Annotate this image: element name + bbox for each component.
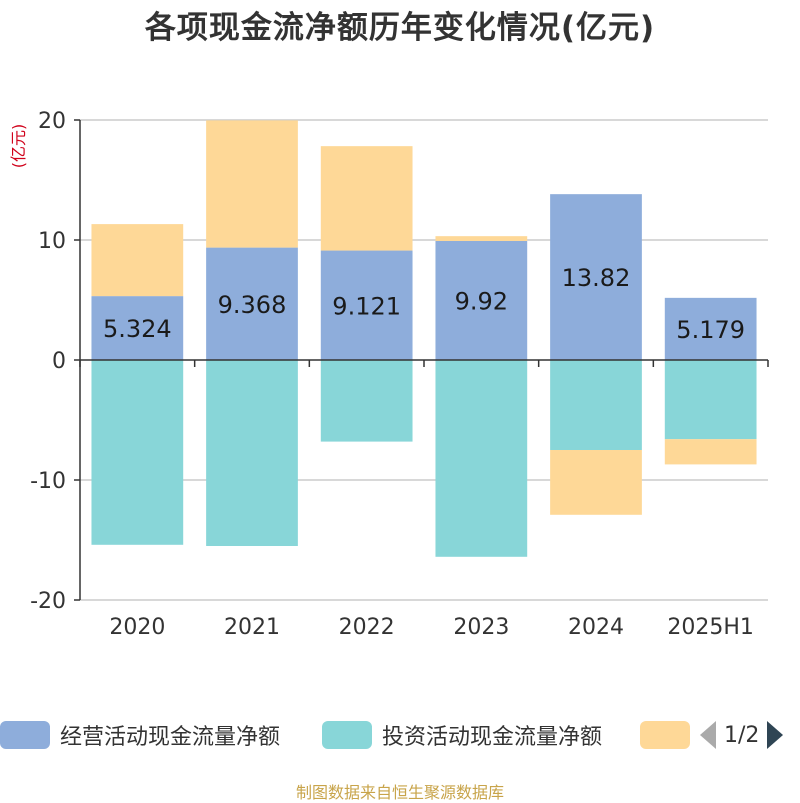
bars	[91, 120, 757, 557]
grid-lines	[80, 119, 768, 601]
x-tick-label-2023: 2023	[453, 615, 509, 640]
y-axis-label: (亿元)	[9, 124, 28, 169]
bar-series1-2021[interactable]	[206, 360, 298, 546]
bar-series2-2020[interactable]	[91, 224, 184, 297]
legend-item-investing[interactable]: 投资活动现金流量净额	[322, 718, 602, 752]
next-page-icon[interactable]	[767, 721, 784, 749]
bar-series2-2021[interactable]	[206, 120, 298, 248]
chart-title: 各项现金流净额历年变化情况(亿元)	[144, 10, 656, 46]
bar-series1-2025H1[interactable]	[664, 360, 757, 440]
bar-series1-2022[interactable]	[320, 360, 413, 442]
legend-page-indicator: 1/2	[724, 722, 760, 748]
legend-swatch-investing	[322, 721, 372, 749]
legend: 经营活动现金流量净额 投资活动现金流量净额	[0, 718, 800, 752]
bar-series0-2024[interactable]	[550, 194, 642, 360]
y-tick-label-1: -10	[30, 469, 66, 494]
bar-series2-2025H1[interactable]	[664, 439, 757, 465]
y-tick-label-4: 20	[38, 109, 66, 134]
x-tick-label-2022: 2022	[339, 615, 395, 640]
legend-item-operating[interactable]: 经营活动现金流量净额	[0, 718, 280, 752]
prev-page-icon[interactable]	[700, 721, 716, 749]
legend-item-financing[interactable]	[640, 718, 690, 752]
x-tick-label-2024: 2024	[568, 615, 624, 640]
legend-swatch-operating	[0, 721, 50, 749]
data-label-2025H1: 5.179	[676, 316, 745, 344]
data-label-2024: 13.82	[562, 264, 631, 292]
data-label-2023: 9.92	[455, 287, 508, 315]
legend-label-operating: 经营活动现金流量净额	[60, 725, 281, 750]
data-labels: 5.324 9.368 9.121 9.92 13.82 5.179	[103, 264, 745, 344]
y-tick-label-2: 0	[52, 349, 66, 374]
bar-series0-2021[interactable]	[206, 247, 298, 360]
bar-series0-2020[interactable]	[91, 296, 184, 360]
bar-series0-2025H1[interactable]	[664, 297, 757, 360]
x-tick-label-2020: 2020	[109, 615, 165, 640]
bar-series2-2024[interactable]	[550, 450, 642, 515]
bar-series0-2023[interactable]	[435, 240, 528, 360]
data-label-2022: 9.121	[332, 292, 401, 320]
data-source-note: 制图数据来自恒生聚源数据库	[295, 783, 504, 802]
bar-chart: 5.324 9.368 9.121 9.92 13.82 5.179 -20 -10 0 10 2…	[9, 109, 769, 640]
data-label-2021: 9.368	[218, 291, 287, 319]
bar-series2-2022[interactable]	[320, 146, 413, 251]
bar-series0-2022[interactable]	[320, 250, 413, 360]
legend-pager: 1/2	[700, 718, 784, 752]
x-tick-label-2025H1: 2025H1	[667, 615, 754, 640]
bar-series1-2023[interactable]	[435, 360, 528, 557]
bar-series2-2023[interactable]	[435, 236, 528, 241]
data-label-2020: 5.324	[103, 315, 172, 343]
legend-swatch-financing	[640, 721, 690, 749]
y-tick-label-0: -20	[30, 589, 66, 614]
x-tick-label-2021: 2021	[224, 615, 280, 640]
legend-label-investing: 投资活动现金流量净额	[382, 725, 603, 750]
y-tick-label-3: 10	[38, 229, 66, 254]
bar-series1-2020[interactable]	[91, 360, 184, 545]
bar-series1-2024[interactable]	[550, 360, 642, 450]
